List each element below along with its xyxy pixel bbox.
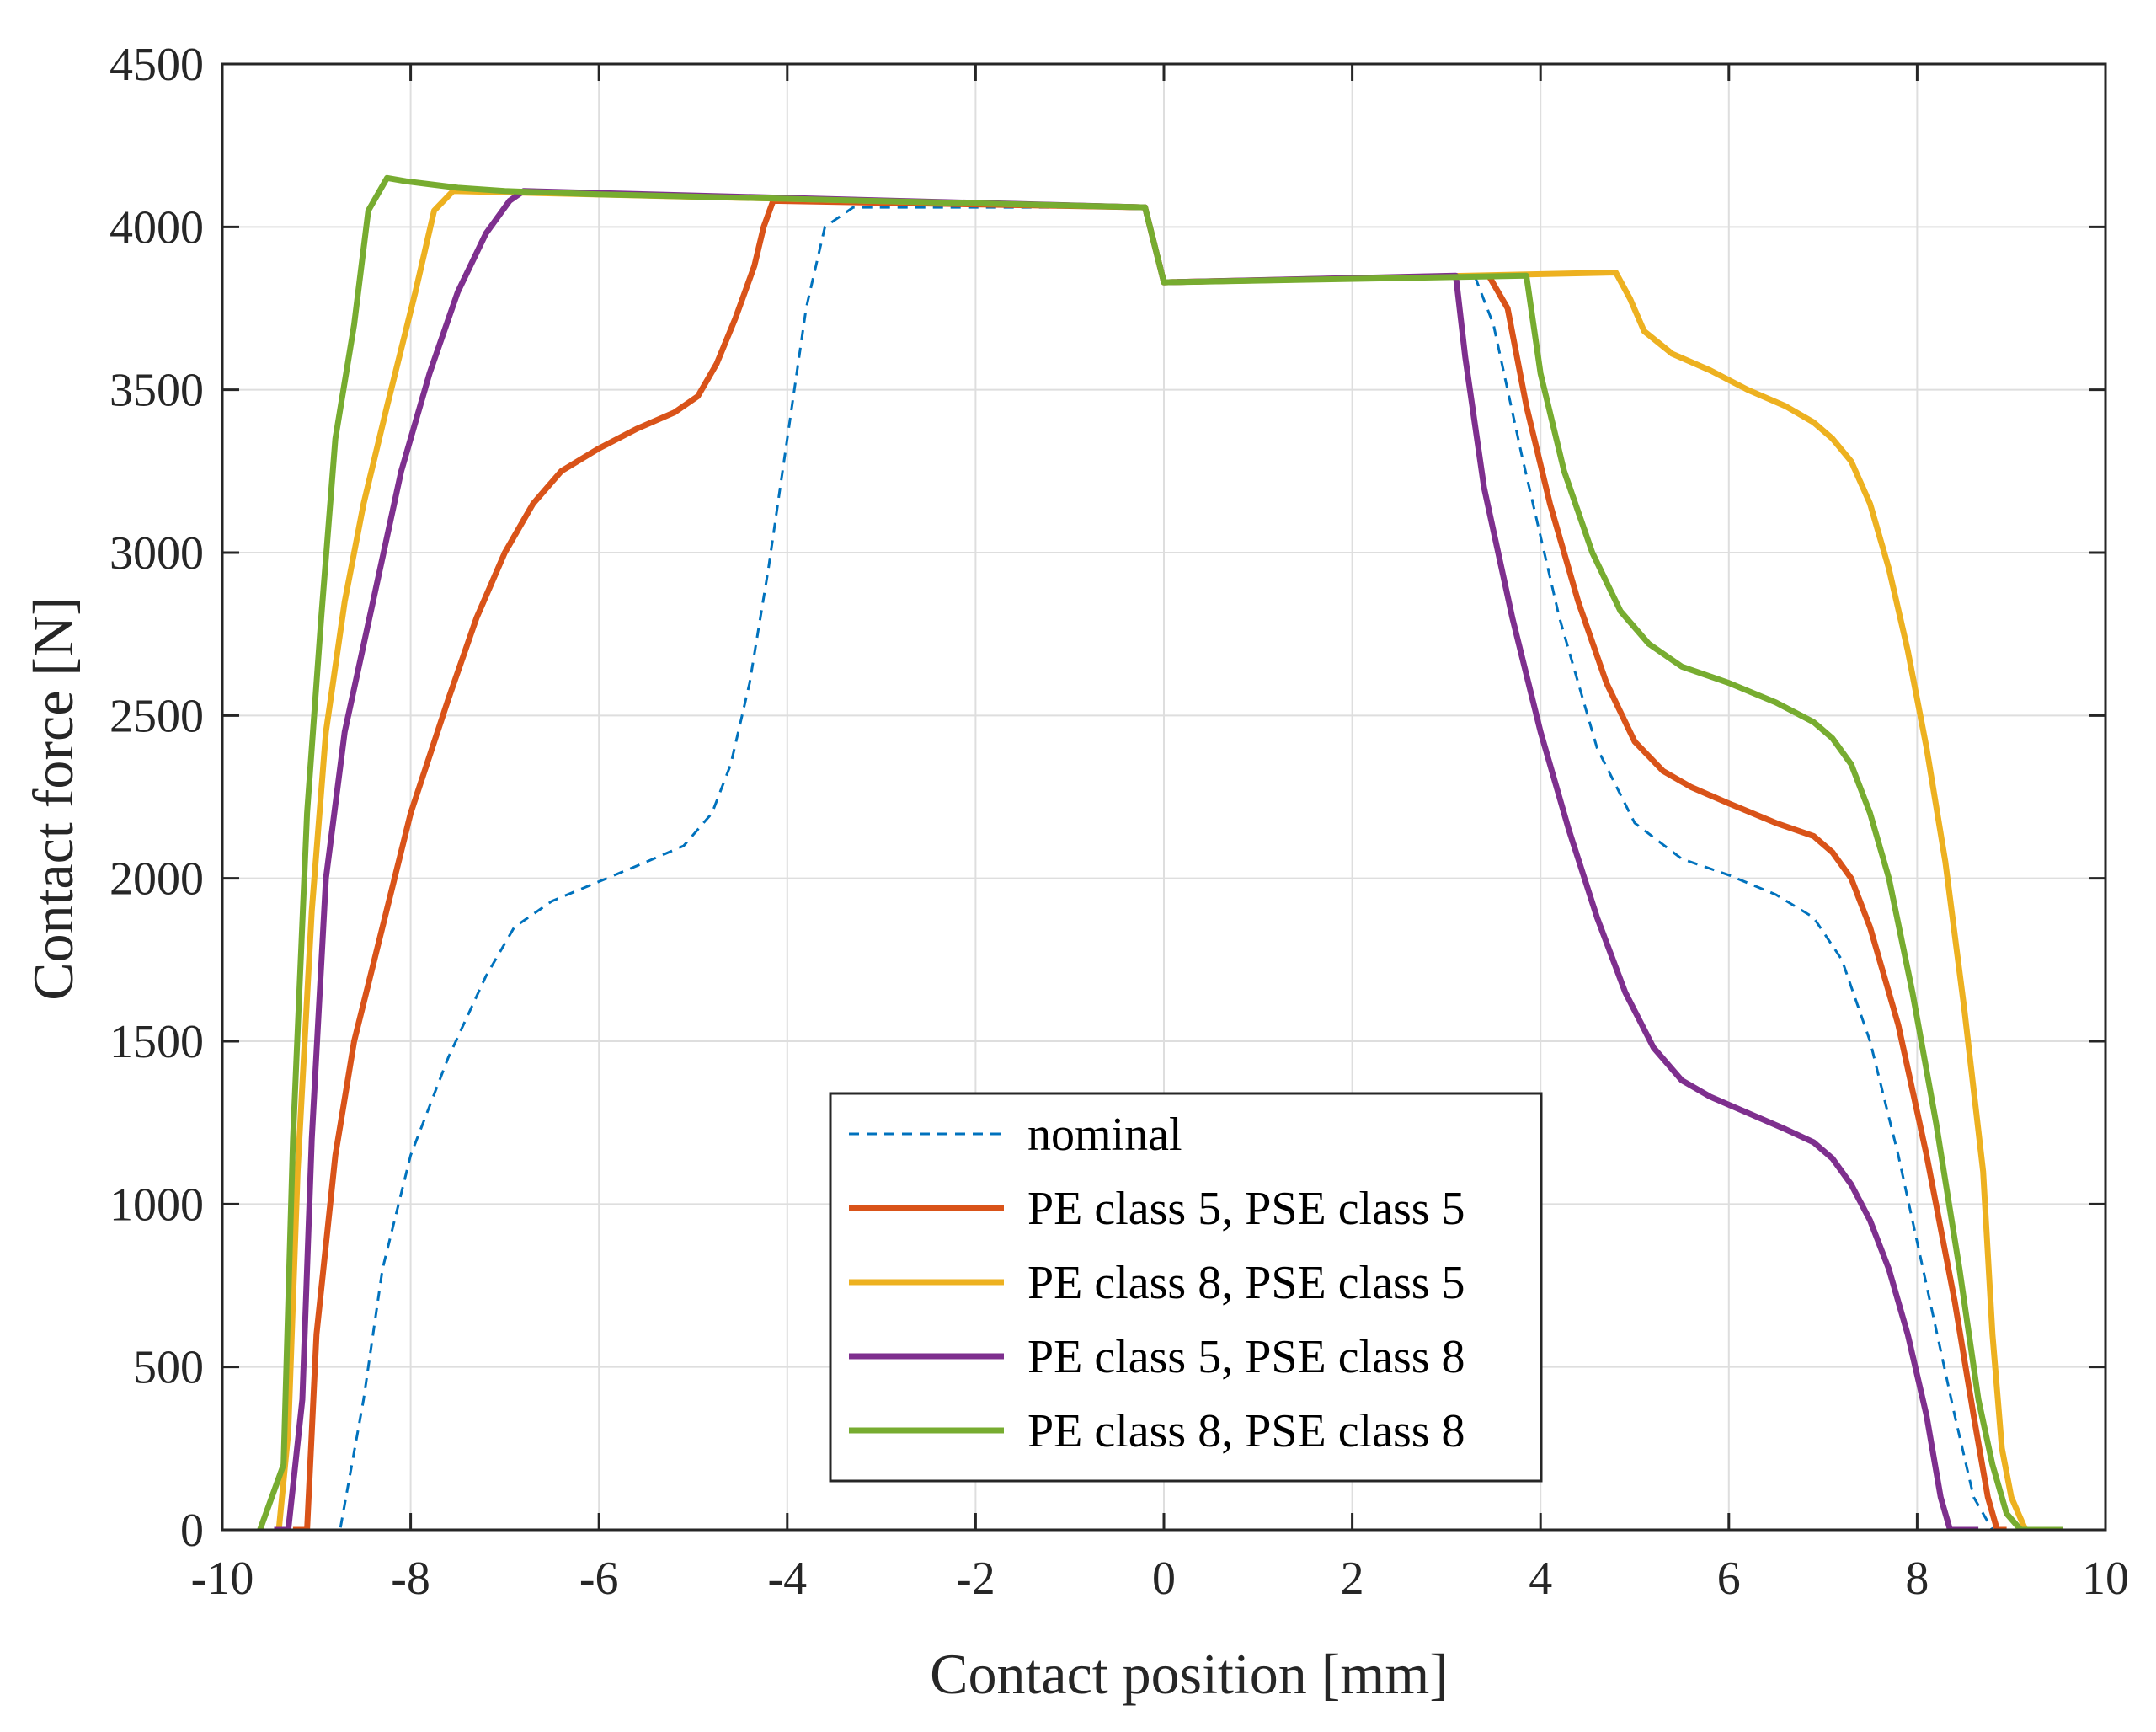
x-tick-label: 10 [2082,1553,2129,1605]
x-tick-label: 0 [1152,1553,1176,1605]
tick-labels: -10 -8 -6 -4 -2 0 2 4 6 8 10 0 500 1000 1500 2000 2500 30… [109,39,2129,1605]
grid [222,64,2105,1530]
y-tick-label: 3500 [109,365,204,417]
legend-label-5: PE class 8, PSE class 8 [1027,1405,1465,1457]
x-tick-label: -4 [767,1553,807,1605]
legend-label-2: PE class 5, PSE class 5 [1027,1183,1465,1235]
y-tick-label: 2500 [109,690,204,742]
y-tick-label: 4500 [109,39,204,91]
x-tick-label: -8 [391,1553,430,1605]
y-tick-label: 2000 [109,853,204,906]
x-tick-label: -2 [956,1553,995,1605]
y-tick-label: 3000 [109,527,204,580]
series-line-3 [275,188,2036,1530]
x-tick-label: 8 [1905,1553,1929,1605]
axes [221,62,2107,1532]
y-tick-label: 4000 [109,201,204,254]
y-tick-label: 500 [133,1342,204,1394]
legend-label-3: PE class 8, PSE class 5 [1027,1257,1465,1309]
x-tick-label: -10 [191,1553,254,1605]
x-axis-label: Contact position [mm] [930,1642,1449,1706]
y-tick-label: 1000 [109,1179,204,1231]
legend-label-1: nominal [1027,1109,1182,1161]
x-tick-label: 6 [1717,1553,1741,1605]
series-group [257,174,2063,1530]
x-tick-label: -6 [579,1553,619,1605]
y-tick-label: 0 [180,1505,204,1557]
legend: nominal PE class 5, PSE class 5 PE class 8… [829,1092,1543,1483]
series-line-5 [257,174,2063,1530]
series-line-4 [274,188,1979,1530]
y-axis-label: Contact force [N] [21,596,85,1001]
x-tick-label: 4 [1529,1553,1552,1605]
legend-box [829,1092,1543,1483]
series-line-1 [307,206,2012,1530]
legend-label-4: PE class 5, PSE class 8 [1027,1331,1465,1383]
y-tick-label: 1500 [109,1016,204,1068]
x-tick-label: 2 [1341,1553,1364,1605]
